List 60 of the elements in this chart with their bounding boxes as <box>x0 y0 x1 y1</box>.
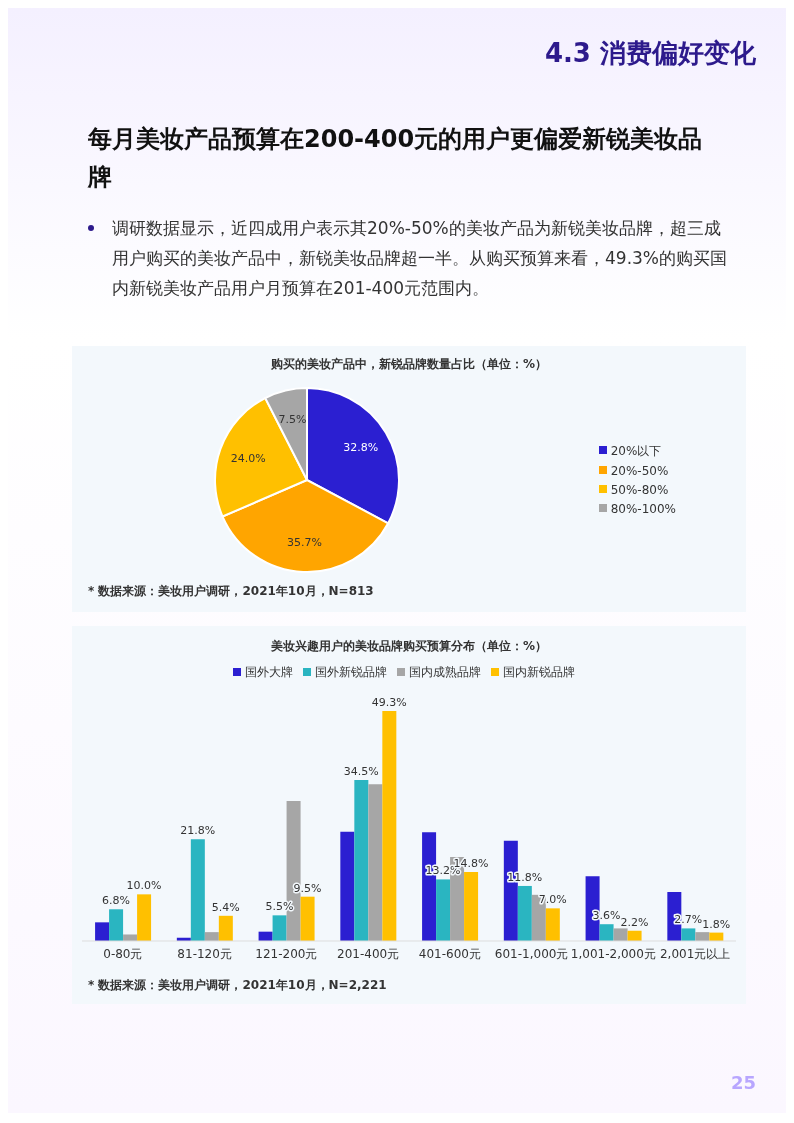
bar <box>354 780 369 941</box>
x-tick-label: 1,001-2,000元 <box>570 946 656 961</box>
bar <box>190 839 205 941</box>
text: * 数据来源：美妆用户调研，2021年10月，N=2,221 <box>88 977 388 994</box>
bar <box>613 928 628 941</box>
x-tick-label: 401-600元 <box>418 946 481 961</box>
bar <box>382 711 397 941</box>
bar <box>137 894 152 941</box>
bar <box>599 924 614 941</box>
data-label: 35.7% <box>286 536 322 550</box>
bar <box>340 831 355 941</box>
data-label: 34.5% <box>343 765 379 779</box>
chart-title: 美妆兴趣用户的美妆品牌购买预算分布（单位：%） <box>270 638 548 655</box>
bar <box>95 922 110 941</box>
x-tick-label: 0-80元 <box>103 946 143 961</box>
data-label: 5.5% <box>265 900 294 914</box>
bar <box>123 934 138 941</box>
chart-title: 购买的美妆产品中，新锐品牌数量占比（单位：%） <box>270 356 548 373</box>
legend-label: 80%-100% <box>610 501 676 516</box>
data-label: 10.0% <box>126 879 162 893</box>
x-tick-label: 81-120元 <box>177 946 232 961</box>
data-label: 9.5% <box>293 881 322 895</box>
bar <box>218 915 233 941</box>
text: * 数据来源：美妆用户调研，2021年10月，N=813 <box>88 583 375 600</box>
legend-label: 国内成熟品牌 <box>409 665 481 679</box>
text: 4.3 消费偏好变化 <box>544 37 756 70</box>
legend-label: 50%-80% <box>610 482 669 497</box>
data-label: 6.8% <box>102 894 131 908</box>
bar <box>464 871 479 941</box>
data-label: 32.8% <box>343 441 379 455</box>
text: 25 <box>730 1072 756 1093</box>
legend-label: 20%以下 <box>610 443 662 458</box>
bar <box>368 784 383 941</box>
bar <box>517 885 532 941</box>
data-label: 24.0% <box>230 452 266 466</box>
bar <box>436 879 451 941</box>
bar <box>681 928 696 941</box>
x-tick-label: 121-200元 <box>255 946 318 961</box>
data-label: 7.5% <box>278 412 307 426</box>
legend-label: 国外新锐品牌 <box>315 665 387 679</box>
bar <box>695 932 710 941</box>
bar <box>272 915 287 941</box>
legend-label: 20%-50% <box>610 463 669 478</box>
data-label: 2.2% <box>620 915 649 929</box>
x-tick-label: 601-1,000元 <box>494 946 569 961</box>
x-tick-label: 201-400元 <box>337 946 400 961</box>
bar <box>545 908 560 941</box>
bar <box>300 896 315 941</box>
legend-label: 国内新锐品牌 <box>503 665 575 679</box>
bar <box>204 932 219 941</box>
bar <box>109 909 124 941</box>
data-label: 5.4% <box>211 900 240 914</box>
data-label: 49.3% <box>371 696 407 709</box>
data-label: 21.8% <box>180 824 216 838</box>
data-label: 7.0% <box>538 893 567 907</box>
data-label: 1.8% <box>702 917 731 931</box>
legend-label: 国外大牌 <box>245 665 293 679</box>
text: 调研数据显示，近四成用户表示其20%-50%的美妆产品为新锐美妆品牌，超三成用户购买的美妆产品中，新锐美妆品牌超一半。从购买预算来看，49.3%的购买国内新锐美妆产品用户月预算在201-400元范围内。 <box>112 217 728 300</box>
x-tick-label: 2,001元以上 <box>659 946 731 961</box>
text: 每月美妆产品预算在200-400元的用户更偏爱新锐美妆品牌 <box>88 124 704 193</box>
